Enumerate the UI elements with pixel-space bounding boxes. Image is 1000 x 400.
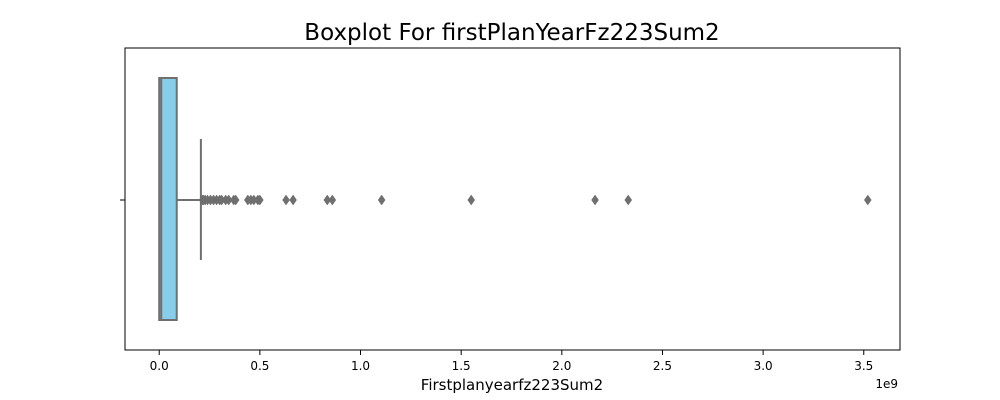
chart-title: Boxplot For firstPlanYearFz223Sum2 [304, 20, 719, 46]
outlier-point [323, 194, 332, 206]
outlier-group [198, 194, 872, 206]
x-tick-label: 2.0 [552, 359, 571, 373]
x-axis-offset-label: 1e9 [875, 377, 898, 391]
x-tick-label: 0.0 [150, 359, 169, 373]
x-tick-label: 3.5 [854, 359, 873, 373]
x-axis-ticks: 0.0 0.5 1.0 1.5 2.0 2.5 3.0 3.5 [150, 350, 873, 373]
outlier-point [863, 194, 872, 206]
outlier-point [624, 194, 633, 206]
outlier-point [591, 194, 599, 206]
x-axis-label: Firstplanyearfz223Sum2 [421, 376, 603, 394]
outlier-point [377, 194, 386, 206]
x-tick-label: 1.5 [452, 359, 471, 373]
outlier-point [467, 194, 476, 206]
x-tick-label: 2.5 [653, 359, 672, 373]
outlier-point [256, 194, 264, 206]
plot-area [124, 47, 901, 351]
x-tick-label: 0.5 [250, 359, 269, 373]
box-group [158, 77, 202, 321]
x-tick-label: 1.0 [351, 359, 370, 373]
outlier-point [231, 194, 240, 206]
outlier-point [224, 194, 233, 206]
x-tick-label: 3.0 [754, 359, 773, 373]
outlier-point [282, 194, 290, 206]
outlier-point [328, 194, 337, 206]
outlier-point [289, 194, 297, 206]
